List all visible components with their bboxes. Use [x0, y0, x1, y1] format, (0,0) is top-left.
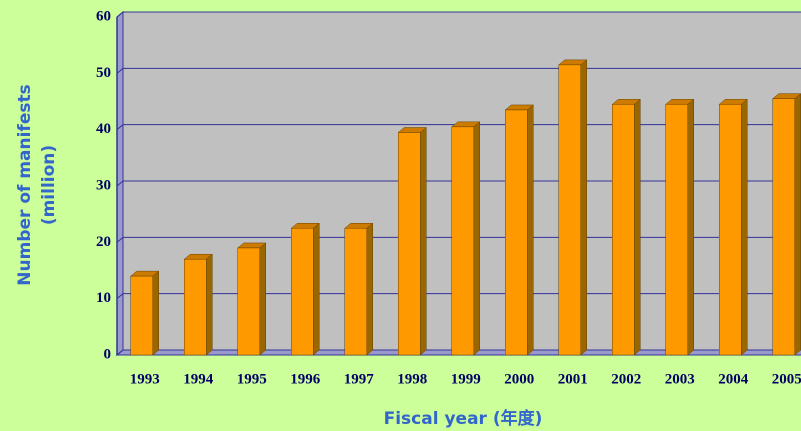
- bar-side: [580, 59, 587, 356]
- grid-line: [116, 11, 801, 18]
- y-axis-title: Number of manifests (million): [15, 84, 59, 285]
- bar: [291, 228, 314, 356]
- bar-side: [527, 104, 534, 356]
- x-axis-title: Fiscal year (年度): [384, 408, 543, 429]
- bar-side: [634, 98, 641, 356]
- bar: [398, 132, 421, 356]
- bar-side: [741, 98, 748, 356]
- bar: [130, 275, 153, 356]
- x-tick-label: 2002: [611, 371, 641, 387]
- x-tick-label: 2004: [718, 371, 749, 387]
- bar: [505, 109, 528, 356]
- bar-side: [420, 126, 427, 356]
- bar: [772, 98, 795, 356]
- x-tick-label: 1995: [237, 371, 267, 387]
- x-tick-label: 1996: [290, 371, 321, 387]
- x-tick-label: 1993: [130, 371, 160, 387]
- bar: [184, 258, 207, 356]
- bar-side: [206, 253, 213, 356]
- bar: [665, 104, 688, 356]
- y-tick-label: 20: [96, 234, 111, 250]
- bar: [237, 247, 260, 356]
- x-tick-label: 1994: [183, 371, 214, 387]
- bar: [719, 104, 742, 356]
- y-tick-label: 10: [96, 290, 111, 306]
- y-tick-label: 40: [96, 121, 111, 137]
- y-tick-label: 60: [96, 8, 111, 24]
- bar: [451, 126, 474, 356]
- bar: [612, 104, 635, 356]
- bar-side: [794, 93, 801, 356]
- y-axis-title-line: (million): [39, 145, 59, 225]
- x-tick-label: 2003: [665, 371, 695, 387]
- y-tick-label: 30: [96, 177, 111, 193]
- x-tick-label: 1997: [344, 371, 375, 387]
- x-tick-label: 1999: [451, 371, 481, 387]
- bar: [558, 64, 581, 356]
- x-tick-label: 2000: [504, 371, 534, 387]
- y-axis-title-line: Number of manifests: [15, 84, 35, 285]
- y-tick-label: 0: [104, 346, 112, 362]
- bar-side: [313, 222, 320, 356]
- x-tick-label: 2001: [558, 371, 588, 387]
- bar: [344, 228, 367, 356]
- bar-side: [152, 270, 159, 356]
- bar-side: [687, 98, 694, 356]
- bar-side: [473, 121, 480, 356]
- bar-side: [366, 222, 373, 356]
- x-tick-label: 2005: [772, 371, 801, 387]
- y-tick-label: 50: [96, 65, 111, 81]
- x-tick-label: 1998: [397, 371, 427, 387]
- bar-side: [259, 242, 266, 356]
